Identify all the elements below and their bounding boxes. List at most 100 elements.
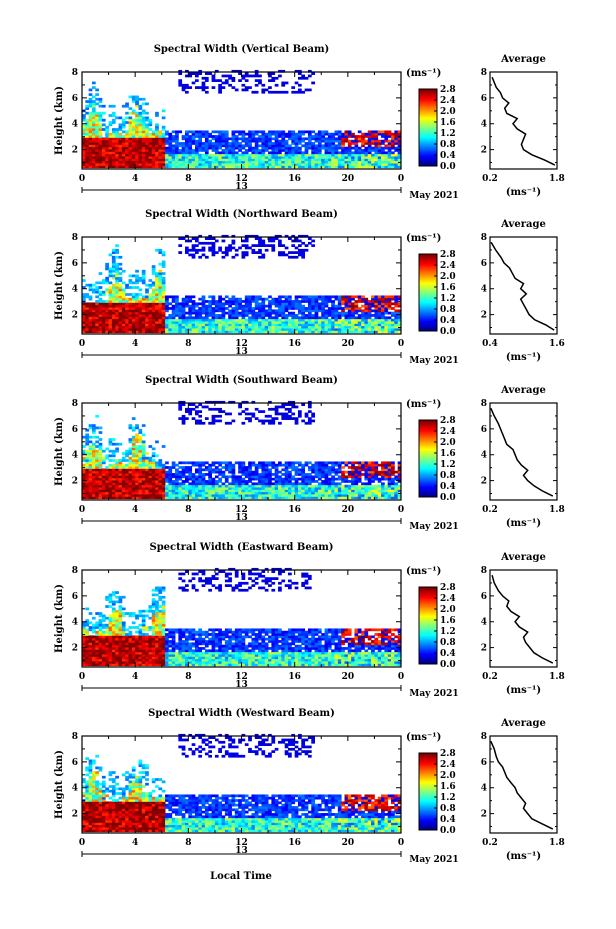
heatmap-cell xyxy=(108,489,113,493)
heatmap-cell xyxy=(82,473,86,476)
heatmap-cell xyxy=(327,158,332,162)
heatmap-cell xyxy=(394,302,399,306)
heatmap-cell xyxy=(314,295,319,299)
heatmap-cell xyxy=(361,316,365,320)
heatmap-cell xyxy=(214,165,219,169)
heatmap-cell xyxy=(271,482,276,486)
heatmap-cell xyxy=(261,130,266,134)
y-tick-label: 2 xyxy=(72,311,78,321)
heatmap-cell xyxy=(115,323,119,327)
heatmap-cell xyxy=(168,302,173,306)
heatmap-cell xyxy=(135,118,139,122)
heatmap-cell xyxy=(158,251,163,254)
heatmap-cell xyxy=(204,137,209,141)
heatmap-cell xyxy=(381,295,385,299)
heatmap-cell xyxy=(85,463,90,467)
heatmap-cell xyxy=(331,160,335,164)
heatmap-cell xyxy=(118,297,123,301)
heatmap-cell xyxy=(115,307,119,310)
heatmap-cell xyxy=(194,151,199,155)
heatmap-cell xyxy=(91,153,96,157)
heatmap-cell xyxy=(108,477,113,481)
heatmap-cell xyxy=(364,300,369,303)
heatmap-cell xyxy=(91,128,96,131)
heatmap-cell xyxy=(185,83,189,87)
heatmap-cell xyxy=(231,494,236,497)
heatmap-cell xyxy=(324,328,329,331)
heatmap-cell xyxy=(231,137,236,141)
heatmap-cell xyxy=(327,144,332,148)
heatmap-cell xyxy=(278,463,282,467)
heatmap-cell xyxy=(301,160,306,164)
heatmap-cell xyxy=(367,165,372,169)
heatmap-cell xyxy=(314,302,319,306)
heatmap-cell xyxy=(304,297,309,301)
heatmap-cell xyxy=(88,484,93,488)
heatmap-cell xyxy=(311,325,315,329)
heatmap-cell xyxy=(194,463,199,467)
colorbar-swatch xyxy=(419,154,437,157)
heatmap-cell xyxy=(264,314,269,317)
heatmap-cell xyxy=(155,468,159,472)
heatmap-cell xyxy=(111,452,116,455)
heatmap-cell xyxy=(95,328,100,331)
heatmap-cell xyxy=(218,414,222,418)
heatmap-cell xyxy=(304,234,309,238)
heatmap-cell xyxy=(254,496,259,500)
heatmap-cell xyxy=(171,300,176,303)
heatmap-cell xyxy=(341,158,345,162)
heatmap-cell xyxy=(158,279,163,282)
heatmap-cell xyxy=(88,156,93,159)
heatmap-cell xyxy=(264,144,269,148)
heatmap-cell xyxy=(254,234,259,238)
heatmap-cell xyxy=(321,156,325,159)
heatmap-cell xyxy=(337,302,342,306)
heatmap-cell xyxy=(208,321,212,324)
heatmap-cell xyxy=(118,142,123,145)
heatmap-cell xyxy=(391,311,395,315)
heatmap-cell xyxy=(95,445,100,448)
heatmap-cell xyxy=(158,158,163,162)
heatmap-cell xyxy=(121,163,126,166)
heatmap-cell xyxy=(387,144,392,148)
heatmap-cell xyxy=(281,156,286,159)
heatmap-cell xyxy=(261,255,266,259)
heatmap-cell xyxy=(185,311,189,315)
heatmap-cell xyxy=(264,325,269,329)
heatmap-cell xyxy=(221,496,226,500)
heatmap-cell xyxy=(301,163,306,166)
heatmap-cell xyxy=(95,135,100,138)
heatmap-cell xyxy=(357,325,362,329)
month-label: May 2021 xyxy=(409,356,458,366)
heatmap-cell xyxy=(211,494,216,497)
colorbar-swatch xyxy=(419,153,437,155)
heatmap-cell xyxy=(161,163,166,166)
heatmap-cell xyxy=(155,314,159,317)
heatmap-cell xyxy=(115,442,119,446)
heatmap-cell xyxy=(145,149,149,152)
heatmap-cell xyxy=(181,318,186,322)
heatmap-cell xyxy=(381,323,385,327)
heatmap-cell xyxy=(121,121,126,124)
heatmap-cell xyxy=(214,160,219,164)
heatmap-cell xyxy=(208,295,212,299)
heatmap-cell xyxy=(288,325,292,329)
heatmap-cell xyxy=(194,318,199,322)
heatmap-cell xyxy=(198,241,203,245)
heatmap-cell xyxy=(178,158,183,162)
heatmap-cell xyxy=(221,132,226,136)
heatmap-cell xyxy=(281,311,286,315)
heatmap-cell xyxy=(377,165,382,169)
heatmap-cell xyxy=(165,484,169,488)
heatmap-cell xyxy=(251,461,256,465)
heatmap-cell xyxy=(248,417,252,420)
heatmap-cell xyxy=(364,146,369,150)
heatmap-cell xyxy=(367,146,372,150)
heatmap-cell xyxy=(91,447,96,451)
heatmap-cell xyxy=(115,480,119,483)
heatmap-cell xyxy=(208,421,212,425)
heatmap-cell xyxy=(165,494,169,497)
heatmap-cell xyxy=(261,83,266,87)
heatmap-cell xyxy=(377,314,382,317)
heatmap-cell xyxy=(281,158,286,162)
